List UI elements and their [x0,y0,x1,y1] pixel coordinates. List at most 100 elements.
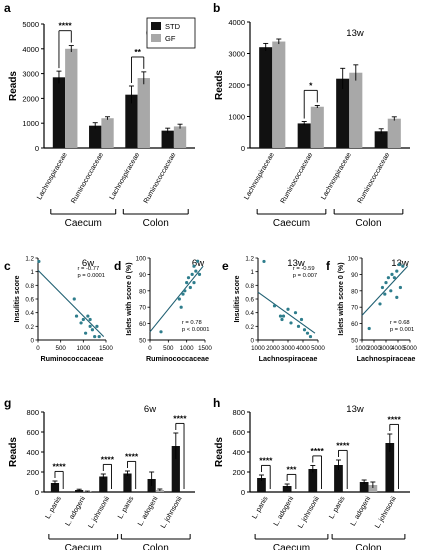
scatter-point-e [262,259,266,264]
scatter-point-d [177,297,181,301]
panel-letter-c: c [4,259,11,273]
stat-label-c: p = 0.0001 [77,273,105,279]
y-axis-label-c: Insulitis score [14,275,21,322]
bar-a-std [125,94,138,148]
panel-title-g: 6w [144,404,156,415]
x-axis-label-f: Lachnospiraceae [357,354,416,363]
y-axis-label-h: Reads [214,437,225,467]
panel-title-h: 13w [346,404,364,415]
x-tick-label-e: 4000 [296,345,310,352]
scatter-point-c [84,331,88,335]
scatter-point-c [74,314,79,318]
x-tick-label-g: L. adogeni [137,495,160,527]
x-tick-label-f: 2000 [367,345,381,352]
bar-g-std [171,446,180,492]
y-axis-label-b: Reads [214,70,225,100]
scatter-point-c [97,334,101,339]
y-tick-label-a: 2000 [22,94,39,103]
scatter-point-f [389,289,393,293]
x-tick-label-f: 1000 [355,345,369,352]
panel-title-e: 13w [287,258,305,269]
panel-letter-a: a [4,1,11,15]
y-tick-label-a: 5000 [22,20,39,29]
y-axis-label-f: Islets with score 0 (%) [338,262,345,335]
y-tick-label-c: 1.2 [25,256,34,263]
x-tick-label-h: L. adogeni [273,495,296,527]
y-tick-label-g: 200 [26,468,39,477]
y-tick-label-b: 3000 [228,50,245,59]
x-tick-label-d: 1000 [180,345,194,352]
scatter-point-d [190,272,194,276]
bar-h-std [385,443,395,492]
y-tick-label-d: 70 [139,305,146,312]
y-tick-label-g: 800 [26,408,39,417]
y-tick-label-e: 1 [251,269,255,276]
y-tick-label-d: 50 [139,338,146,345]
legend-swatch-a [151,22,161,30]
scatter-point-d [194,269,198,273]
scatter-point-c [88,317,92,322]
x-tick-label-e: 2000 [266,345,280,352]
scatter-point-d [179,305,183,309]
y-tick-label-b: 2000 [228,81,245,90]
sig-label-g: **** [173,413,187,423]
x-tick-label-b: Lachnospiraceae [320,151,353,201]
y-tick-label-d: 80 [139,288,146,295]
y-axis-label-d: Islets with score 0 (%) [126,262,133,335]
y-axis-label-a: Reads [8,71,19,101]
sig-label-a: **** [59,21,73,31]
scatter-point-f [367,326,371,331]
bar-a-gf [173,126,187,148]
y-tick-label-c: 0 [31,338,35,345]
scatter-point-e [302,328,307,332]
x-tick-label-g: L. panis [117,495,136,520]
x-tick-label-a: Lachnospiraceae [36,151,69,201]
y-tick-label-f: 60 [351,321,358,328]
y-tick-label-h: 0 [241,488,245,497]
sig-label-h: **** [336,440,350,450]
y-tick-label-c: 0.6 [25,297,34,304]
panel-letter-b: b [213,1,220,15]
x-tick-label-h: L. panis [328,495,347,520]
y-tick-label-a: 1000 [22,119,39,128]
x-tick-label-f: 4000 [391,345,405,352]
y-tick-label-b: 4000 [228,18,245,27]
stat-label-e: r = -0.59 [293,266,315,272]
y-tick-label-g: 600 [26,428,39,437]
stat-label-e: p = 0.007 [293,273,317,279]
sig-label-g: **** [125,451,139,461]
x-tick-label-b: Ruminococcaceae [280,151,315,204]
bar-b-std [297,123,311,148]
x-tick-label-b: Lachnospiraceae [243,151,276,201]
scatter-point-f [395,269,399,273]
y-tick-label-f: 70 [351,305,358,312]
scatter-point-c [79,321,83,325]
scatter-point-c [95,324,99,328]
scatter-point-d [159,330,163,334]
scatter-point-d [192,264,196,268]
x-tick-label-c: 1500 [99,345,113,352]
x-tick-label-c: 1000 [76,345,90,352]
y-tick-label-e: 0.2 [245,324,254,331]
bar-a-std [89,125,102,148]
scatter-point-e [296,324,301,328]
scatter-point-f [380,285,384,290]
group-label-h: Colon [355,543,381,550]
scatter-point-c [72,297,76,301]
panel-letter-g: g [4,396,11,410]
scatter-point-f [398,285,402,290]
sig-label-a: ** [134,47,141,57]
group-label-a: Caecum [65,218,102,229]
panel-letter-d: d [114,259,121,273]
x-tick-label-d: 500 [163,345,174,352]
legend-label-a: STD [165,22,181,31]
bar-g-std [75,490,84,492]
bar-g-std [50,483,60,492]
fit-line-f [361,265,409,316]
x-tick-label-h: L. johnsonii [374,495,398,530]
scatter-point-c [81,317,85,322]
sig-label-h: **** [311,446,325,456]
bar-b-gf [387,118,401,148]
x-tick-label-e: 1000 [251,345,265,352]
scatter-point-c [88,324,92,328]
